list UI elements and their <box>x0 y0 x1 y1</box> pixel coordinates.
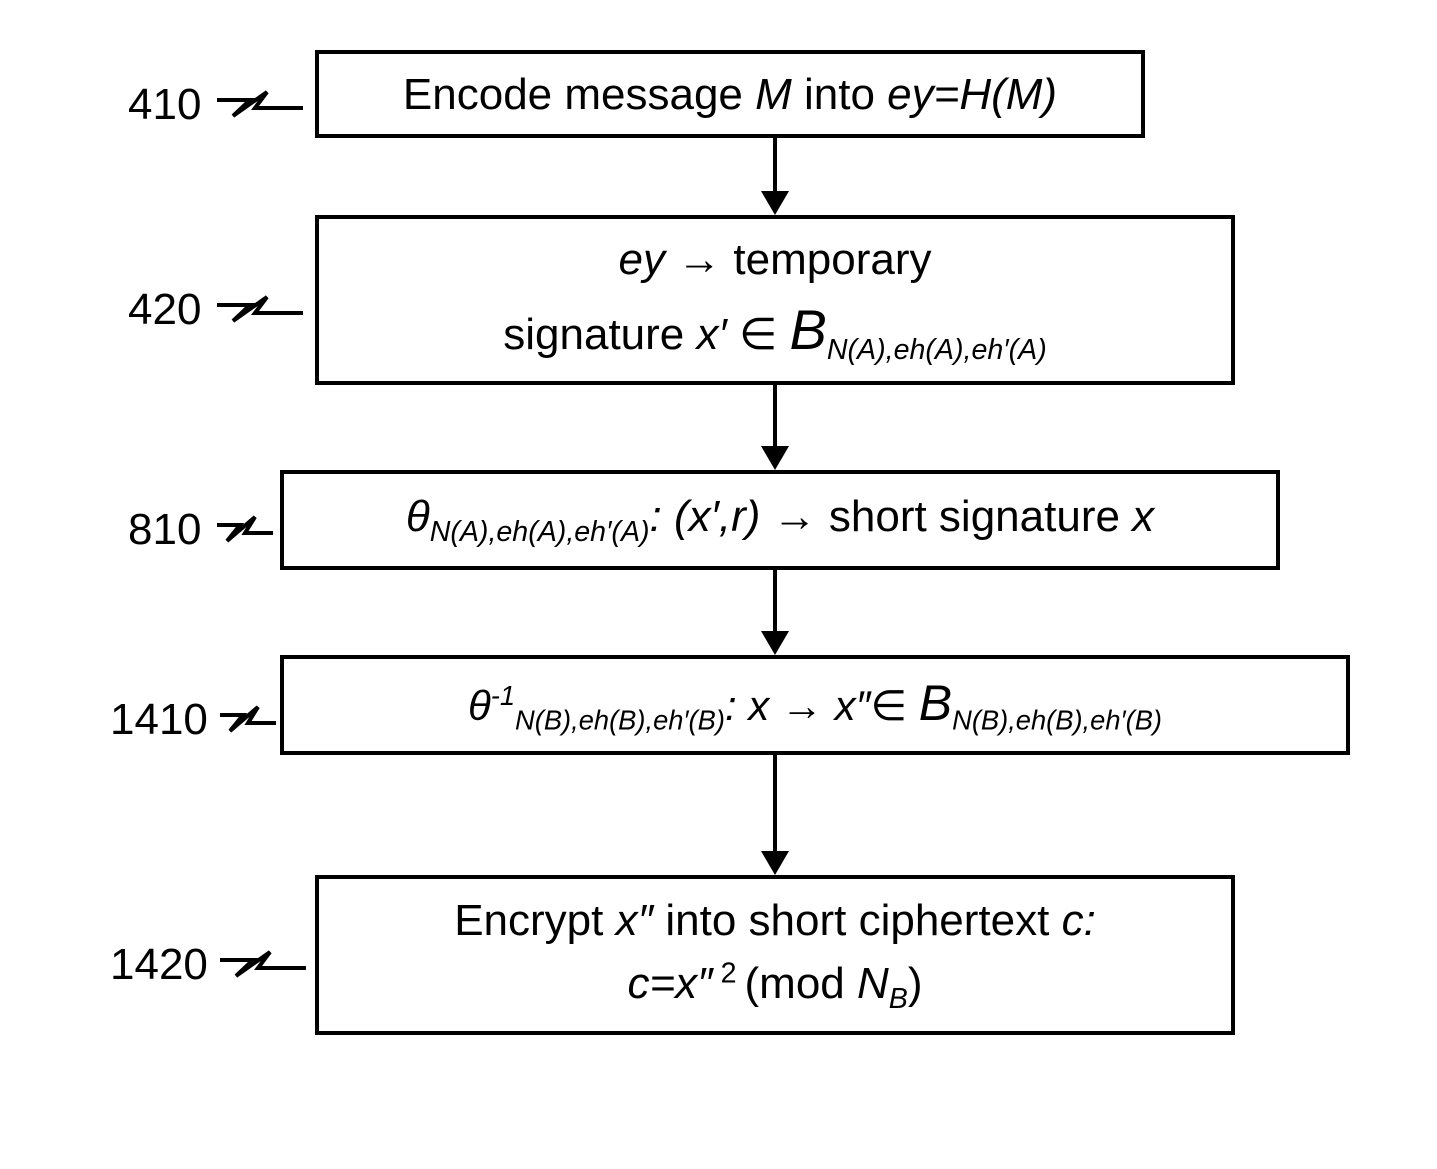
step-410-text: Encode message M into ey=H(M) <box>403 67 1057 122</box>
step-box-810: θN(A),eh(A),eh′(A): (x′,r) → short signa… <box>280 470 1280 570</box>
squiggle-410 <box>215 90 305 120</box>
step-box-1420: Encrypt x″ into short ciphertext c: c=x″… <box>315 875 1235 1035</box>
squiggle-810 <box>215 515 275 545</box>
squiggle-420 <box>215 295 305 325</box>
step-1420-line1: Encrypt x″ into short ciphertext c: <box>454 893 1096 948</box>
step-810-text: θN(A),eh(A),eh′(A): (x′,r) → short signa… <box>406 489 1154 551</box>
step-label-1410: 1410 <box>110 695 208 745</box>
step-label-410: 410 <box>128 80 201 130</box>
step-box-410: Encode message M into ey=H(M) <box>315 50 1145 138</box>
step-1420-line2: c=x″ 2 (mod NB) <box>627 956 922 1018</box>
step-box-420: ey → temporary signature x′ ∈ BN(A),eh(A… <box>315 215 1235 385</box>
step-420-line2: signature x′ ∈ BN(A),eh(A),eh′(A) <box>503 295 1046 369</box>
step-label-1420: 1420 <box>110 940 208 990</box>
squiggle-1420 <box>218 950 308 980</box>
step-box-1410: θ-1N(B),eh(B),eh′(B): x → x″∈ BN(B),eh(B… <box>280 655 1350 755</box>
step-420-line1: ey → temporary <box>619 232 932 287</box>
squiggle-1410 <box>218 705 278 735</box>
step-label-810: 810 <box>128 505 201 555</box>
step-1410-text: θ-1N(B),eh(B),eh′(B): x → x″∈ BN(B),eh(B… <box>468 672 1162 738</box>
step-label-420: 420 <box>128 285 201 335</box>
